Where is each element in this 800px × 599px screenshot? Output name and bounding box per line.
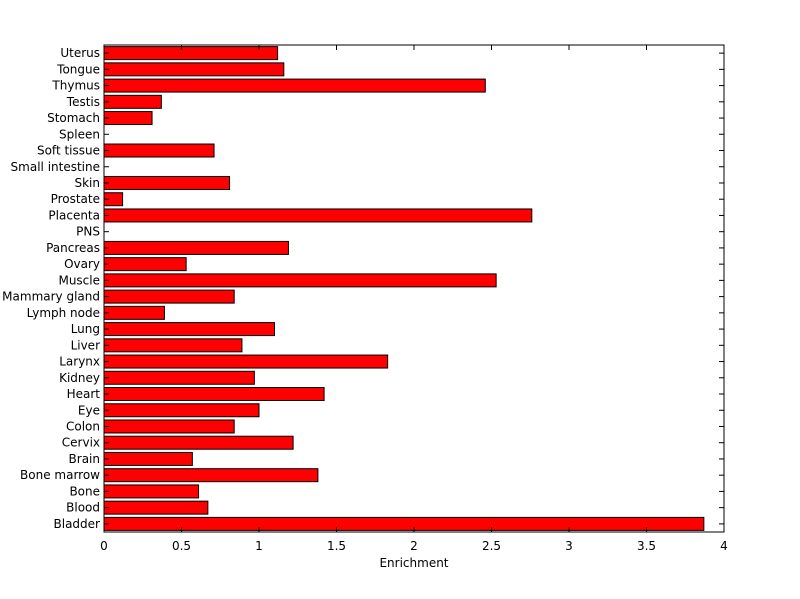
y-tick-label-heart: Heart xyxy=(67,387,101,401)
y-tick-label-eye: Eye xyxy=(78,403,100,417)
x-tick-label: 3.5 xyxy=(637,539,656,553)
x-tick-label: 1 xyxy=(255,539,263,553)
y-tick-label-ovary: Ovary xyxy=(64,257,100,271)
plot-frame xyxy=(103,44,725,533)
x-tick-label: 1.5 xyxy=(327,539,346,553)
bar-placenta xyxy=(103,208,533,223)
bar-colon xyxy=(103,419,235,434)
y-tick-label-lung: Lung xyxy=(71,322,100,336)
bar-blood xyxy=(103,500,209,515)
y-tick-label-spleen: Spleen xyxy=(59,127,100,141)
bar-mammary-gland xyxy=(103,289,235,304)
x-tick-label: 0.5 xyxy=(172,539,191,553)
y-tick-label-liver: Liver xyxy=(71,338,101,352)
y-tick-label-mammary-gland: Mammary gland xyxy=(2,290,100,304)
y-tick-label-cervix: Cervix xyxy=(62,436,100,450)
bar-muscle xyxy=(103,273,497,288)
y-tick-label-bone: Bone xyxy=(69,484,100,498)
y-tick-label-blood: Blood xyxy=(66,501,100,515)
bar-pancreas xyxy=(103,240,289,255)
bar-bladder xyxy=(103,516,705,531)
bar-uterus xyxy=(103,46,279,61)
y-tick-label-thymus: Thymus xyxy=(51,79,100,93)
bar-lymph-node xyxy=(103,305,165,320)
y-tick-label-placenta: Placenta xyxy=(48,208,100,222)
bar-bone-marrow xyxy=(103,468,319,483)
bar-brain xyxy=(103,451,193,466)
y-tick-label-prostate: Prostate xyxy=(51,192,100,206)
y-tick-label-soft-tissue: Soft tissue xyxy=(37,144,100,158)
x-axis-label: Enrichment xyxy=(379,556,448,570)
y-tick-label-brain: Brain xyxy=(69,452,100,466)
bars-group xyxy=(103,46,705,531)
y-tick-label-muscle: Muscle xyxy=(58,273,100,287)
x-tick-label: 3 xyxy=(565,539,573,553)
bar-eye xyxy=(103,403,260,418)
bar-stomach xyxy=(103,111,153,126)
x-tick-label: 2.5 xyxy=(482,539,501,553)
y-tick-label-uterus: Uterus xyxy=(60,46,100,60)
bar-cervix xyxy=(103,435,294,450)
bar-skin xyxy=(103,175,231,190)
y-tick-label-pns: PNS xyxy=(76,225,100,239)
y-tick-label-testis: Testis xyxy=(66,95,100,109)
y-tick-label-lymph-node: Lymph node xyxy=(27,306,100,320)
bar-heart xyxy=(103,387,325,402)
bar-lung xyxy=(103,322,275,337)
bar-kidney xyxy=(103,370,255,385)
x-tick-label: 4 xyxy=(720,539,728,553)
y-tick-label-bladder: Bladder xyxy=(54,517,101,531)
y-tick-label-skin: Skin xyxy=(74,176,100,190)
y-tick-label-larynx: Larynx xyxy=(59,355,100,369)
bar-tongue xyxy=(103,62,285,77)
y-tick-label-tongue: Tongue xyxy=(56,62,100,76)
x-tick-label: 0 xyxy=(100,539,108,553)
y-tick-label-stomach: Stomach xyxy=(47,111,100,125)
bar-thymus xyxy=(103,78,486,93)
y-tick-label-small-intestine: Small intestine xyxy=(11,160,100,174)
y-tick-label-kidney: Kidney xyxy=(59,371,100,385)
y-tick-label-bone-marrow: Bone marrow xyxy=(20,468,100,482)
bar-larynx xyxy=(103,354,389,369)
bar-ovary xyxy=(103,257,187,272)
bar-soft-tissue xyxy=(103,143,215,158)
bar-liver xyxy=(103,338,243,353)
bar-testis xyxy=(103,94,162,109)
y-tick-label-pancreas: Pancreas xyxy=(46,241,100,255)
y-ticks-group: Bladder Blood Bone Bone marrow Brain Cervix Co… xyxy=(2,46,724,531)
bar-bone xyxy=(103,484,200,499)
x-tick-label: 2 xyxy=(410,539,418,553)
y-tick-label-colon: Colon xyxy=(66,419,100,433)
